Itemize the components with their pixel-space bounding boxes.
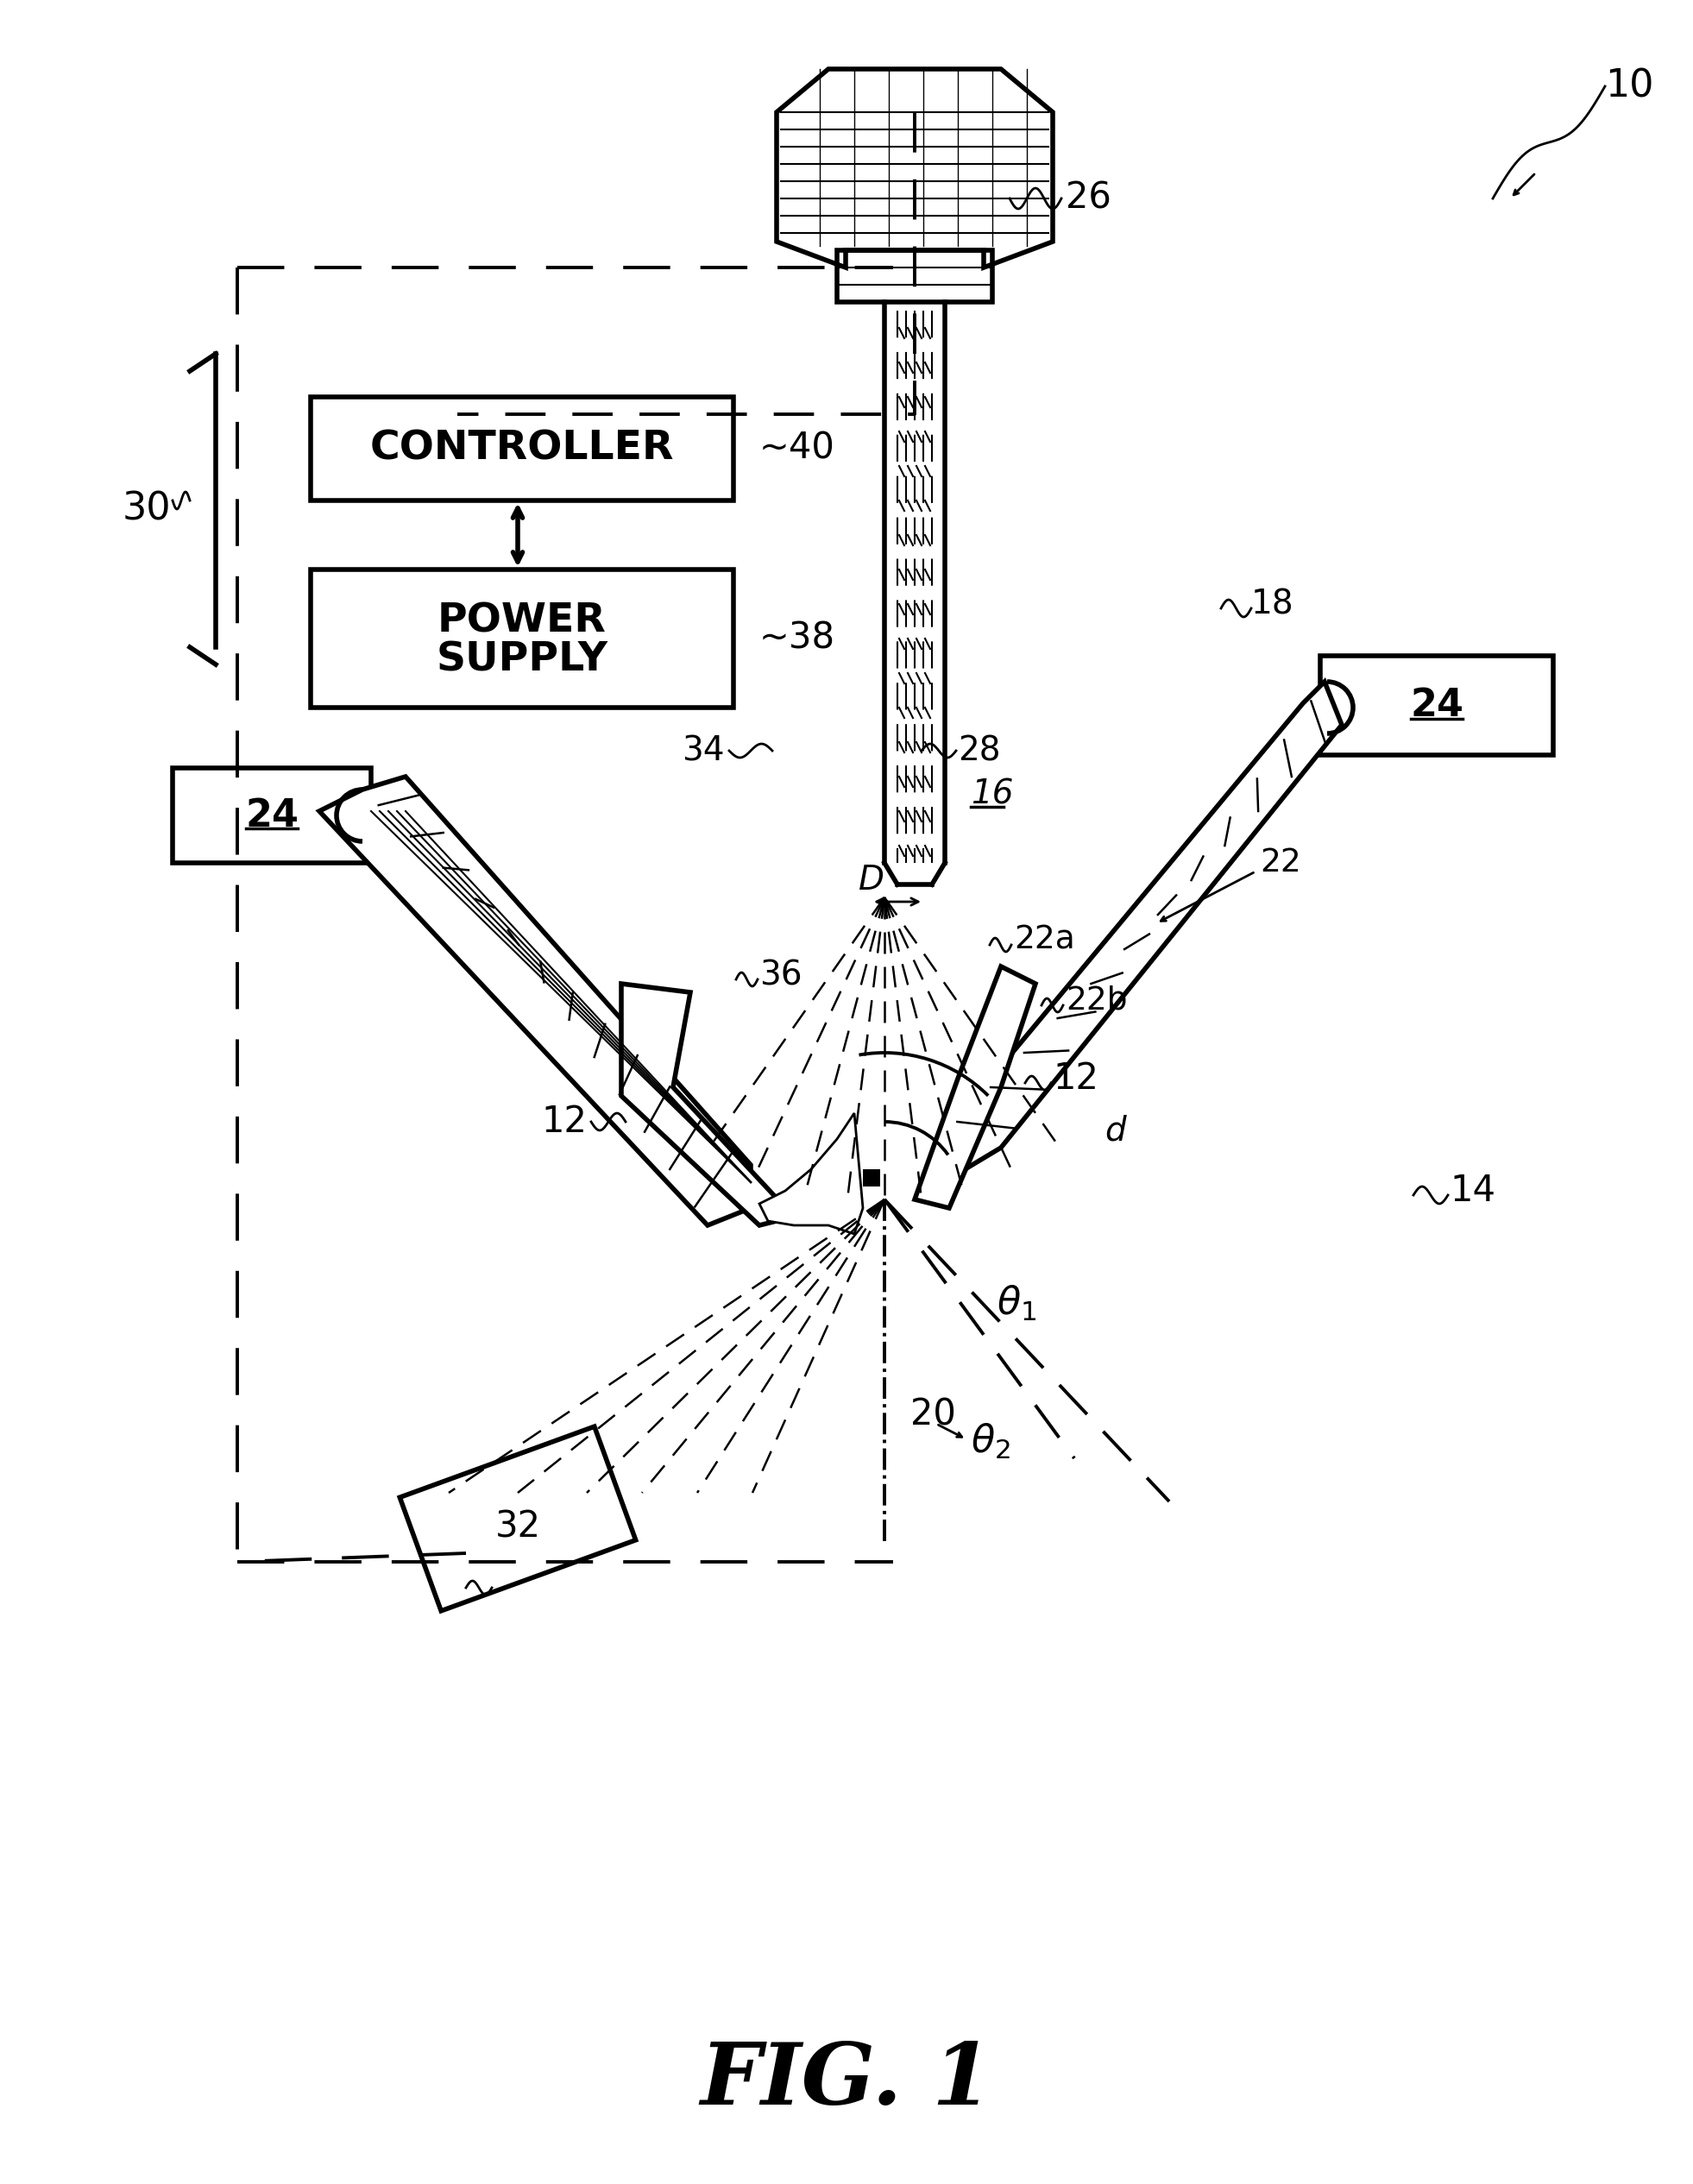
Text: 24: 24 (1410, 688, 1463, 725)
Bar (310, 397, 733, 500)
Text: 22a: 22a (1014, 926, 1075, 957)
Text: 20: 20 (911, 1398, 957, 1433)
Text: $\theta_1$: $\theta_1$ (997, 1284, 1036, 1324)
Polygon shape (400, 1426, 635, 1612)
Polygon shape (320, 778, 750, 1225)
Text: 34: 34 (682, 734, 725, 767)
Text: SUPPLY: SUPPLY (437, 640, 608, 679)
Text: 14: 14 (1449, 1173, 1495, 1210)
Text: 26: 26 (1065, 181, 1111, 216)
Bar (836, 251, 992, 301)
Text: FIG. 1: FIG. 1 (701, 2040, 992, 2123)
Bar (1321, 655, 1552, 756)
Text: 24: 24 (245, 797, 298, 834)
Text: $\theta_2$: $\theta_2$ (970, 1422, 1011, 1461)
Text: POWER: POWER (437, 603, 606, 640)
Text: 10: 10 (1605, 68, 1654, 105)
Bar (310, 570, 733, 708)
Text: 22: 22 (1260, 847, 1300, 878)
Text: CONTROLLER: CONTROLLER (371, 430, 674, 467)
Text: 30: 30 (122, 491, 171, 529)
Text: 12: 12 (542, 1103, 587, 1140)
Polygon shape (621, 983, 794, 1225)
Bar (863, 1168, 880, 1186)
Polygon shape (941, 681, 1343, 1173)
Text: D: D (858, 863, 884, 898)
Text: 22b: 22b (1065, 985, 1128, 1016)
Polygon shape (760, 1114, 863, 1234)
Text: 12: 12 (1053, 1061, 1099, 1096)
Text: 36: 36 (760, 959, 802, 992)
Text: ~38: ~38 (760, 620, 835, 657)
Text: 16: 16 (970, 778, 1014, 810)
Text: 28: 28 (958, 734, 1001, 767)
Text: d: d (1104, 1114, 1126, 1147)
Text: 32: 32 (494, 1509, 540, 1546)
Text: ~40: ~40 (760, 430, 835, 467)
Polygon shape (914, 968, 1036, 1208)
Text: 18: 18 (1251, 587, 1293, 620)
Bar (173, 769, 371, 863)
